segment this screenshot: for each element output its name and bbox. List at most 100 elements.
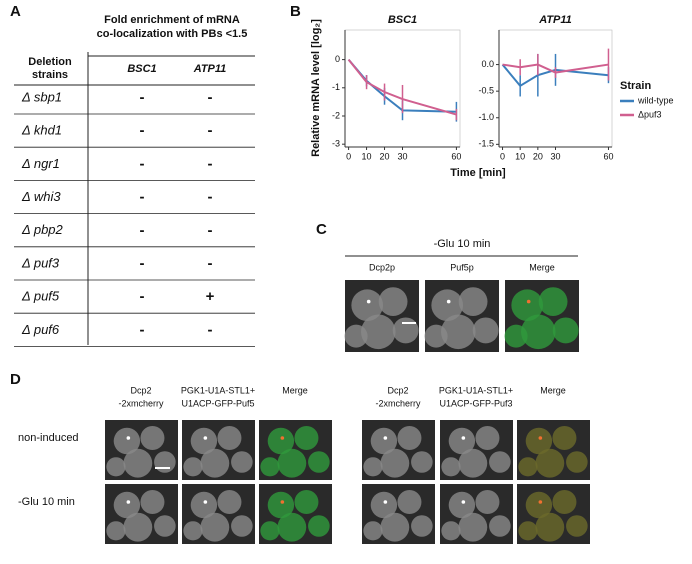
x-tick-label: 10	[515, 151, 525, 161]
foci	[126, 436, 131, 440]
strain-label: Δ puf3	[21, 255, 60, 270]
y-tick-label: -2	[332, 110, 340, 120]
x-tick-label: 0	[346, 151, 351, 161]
cell	[277, 448, 307, 478]
table-cell: -	[208, 155, 213, 172]
cell	[217, 490, 242, 514]
column-label: Merge	[529, 262, 555, 272]
cell	[140, 426, 165, 450]
cell	[397, 426, 422, 450]
cell	[566, 451, 588, 473]
cell	[489, 515, 511, 537]
cell	[344, 324, 368, 348]
cell	[380, 512, 410, 542]
y-tick-label: -1	[332, 82, 340, 92]
series-line	[347, 58, 457, 116]
table-cell: -	[140, 255, 145, 272]
cell	[260, 457, 280, 477]
cell	[441, 521, 461, 541]
column-label: Dcp2	[130, 385, 151, 395]
foci	[203, 500, 208, 504]
cell	[552, 317, 579, 344]
table-cell: -	[140, 288, 145, 305]
cell	[397, 490, 422, 514]
strain-label: Δ khd1	[21, 123, 62, 138]
cell	[458, 287, 488, 316]
cell	[217, 426, 242, 450]
x-axis-label: Time [min]	[450, 167, 506, 179]
strain-label: Δ whi3	[21, 189, 61, 204]
x-tick-label: 20	[380, 151, 390, 161]
y-tick-label: -1.0	[478, 112, 494, 122]
y-tick-label: -1.5	[478, 139, 494, 149]
table-cell: -	[140, 189, 145, 206]
x-tick-label: 30	[550, 151, 560, 161]
cell	[538, 287, 568, 316]
cell	[123, 512, 153, 542]
legend-label: wild-type	[637, 95, 674, 105]
cell	[411, 515, 433, 537]
x-tick-label: 10	[362, 151, 372, 161]
cell	[106, 457, 126, 477]
y-tick-label: 0.0	[481, 59, 494, 69]
chart-title: BSC1	[388, 14, 417, 26]
foci	[383, 500, 388, 504]
cell	[231, 515, 253, 537]
foci	[366, 299, 371, 304]
foci	[538, 436, 543, 440]
series-line	[502, 63, 609, 74]
foci	[538, 500, 543, 504]
column-header: ATP11	[193, 63, 227, 75]
cell	[518, 457, 538, 477]
cell	[113, 491, 141, 519]
cell	[260, 521, 280, 541]
cell	[525, 427, 553, 455]
table-cell: -	[208, 255, 213, 272]
column-label: Dcp2	[387, 385, 408, 395]
cell	[441, 314, 476, 350]
cell	[154, 451, 176, 473]
column-label: U1ACP-GFP-Puf5	[181, 398, 254, 408]
cell	[431, 289, 464, 322]
cell	[448, 427, 476, 455]
y-tick-label: -0.5	[478, 86, 494, 96]
x-tick-label: 0	[500, 151, 505, 161]
cell	[424, 324, 448, 348]
cell	[475, 426, 500, 450]
cell	[475, 490, 500, 514]
cell	[566, 515, 588, 537]
cell	[267, 427, 295, 455]
cell	[392, 317, 419, 344]
table-cell: -	[140, 321, 145, 338]
column-label: U1ACP-GFP-Puf3	[439, 398, 512, 408]
y-tick-label: 0	[335, 54, 340, 64]
table-cell: -	[140, 89, 145, 106]
table-cell: -	[140, 122, 145, 139]
cell	[294, 426, 319, 450]
legend-title: Strain	[620, 80, 651, 92]
cell	[458, 448, 488, 478]
foci	[461, 436, 466, 440]
chart-title: ATP11	[538, 14, 572, 26]
cell	[504, 324, 528, 348]
foci	[126, 500, 131, 504]
row-label: non-induced	[18, 432, 79, 444]
cell	[472, 317, 499, 344]
cell	[525, 491, 553, 519]
foci	[461, 500, 466, 504]
cell	[552, 490, 577, 514]
cell	[489, 451, 511, 473]
table-cell: -	[140, 222, 145, 239]
cell	[370, 427, 398, 455]
cell	[183, 521, 203, 541]
column-label: Puf5p	[450, 262, 474, 272]
y-tick-label: -3	[332, 139, 340, 149]
column-header: BSC1	[127, 63, 156, 75]
table-cell: -	[208, 189, 213, 206]
cell	[154, 515, 176, 537]
table-cell: -	[208, 89, 213, 106]
x-tick-label: 30	[397, 151, 407, 161]
foci	[280, 436, 285, 440]
row-header: Deletion	[28, 56, 72, 68]
x-tick-label: 20	[533, 151, 543, 161]
